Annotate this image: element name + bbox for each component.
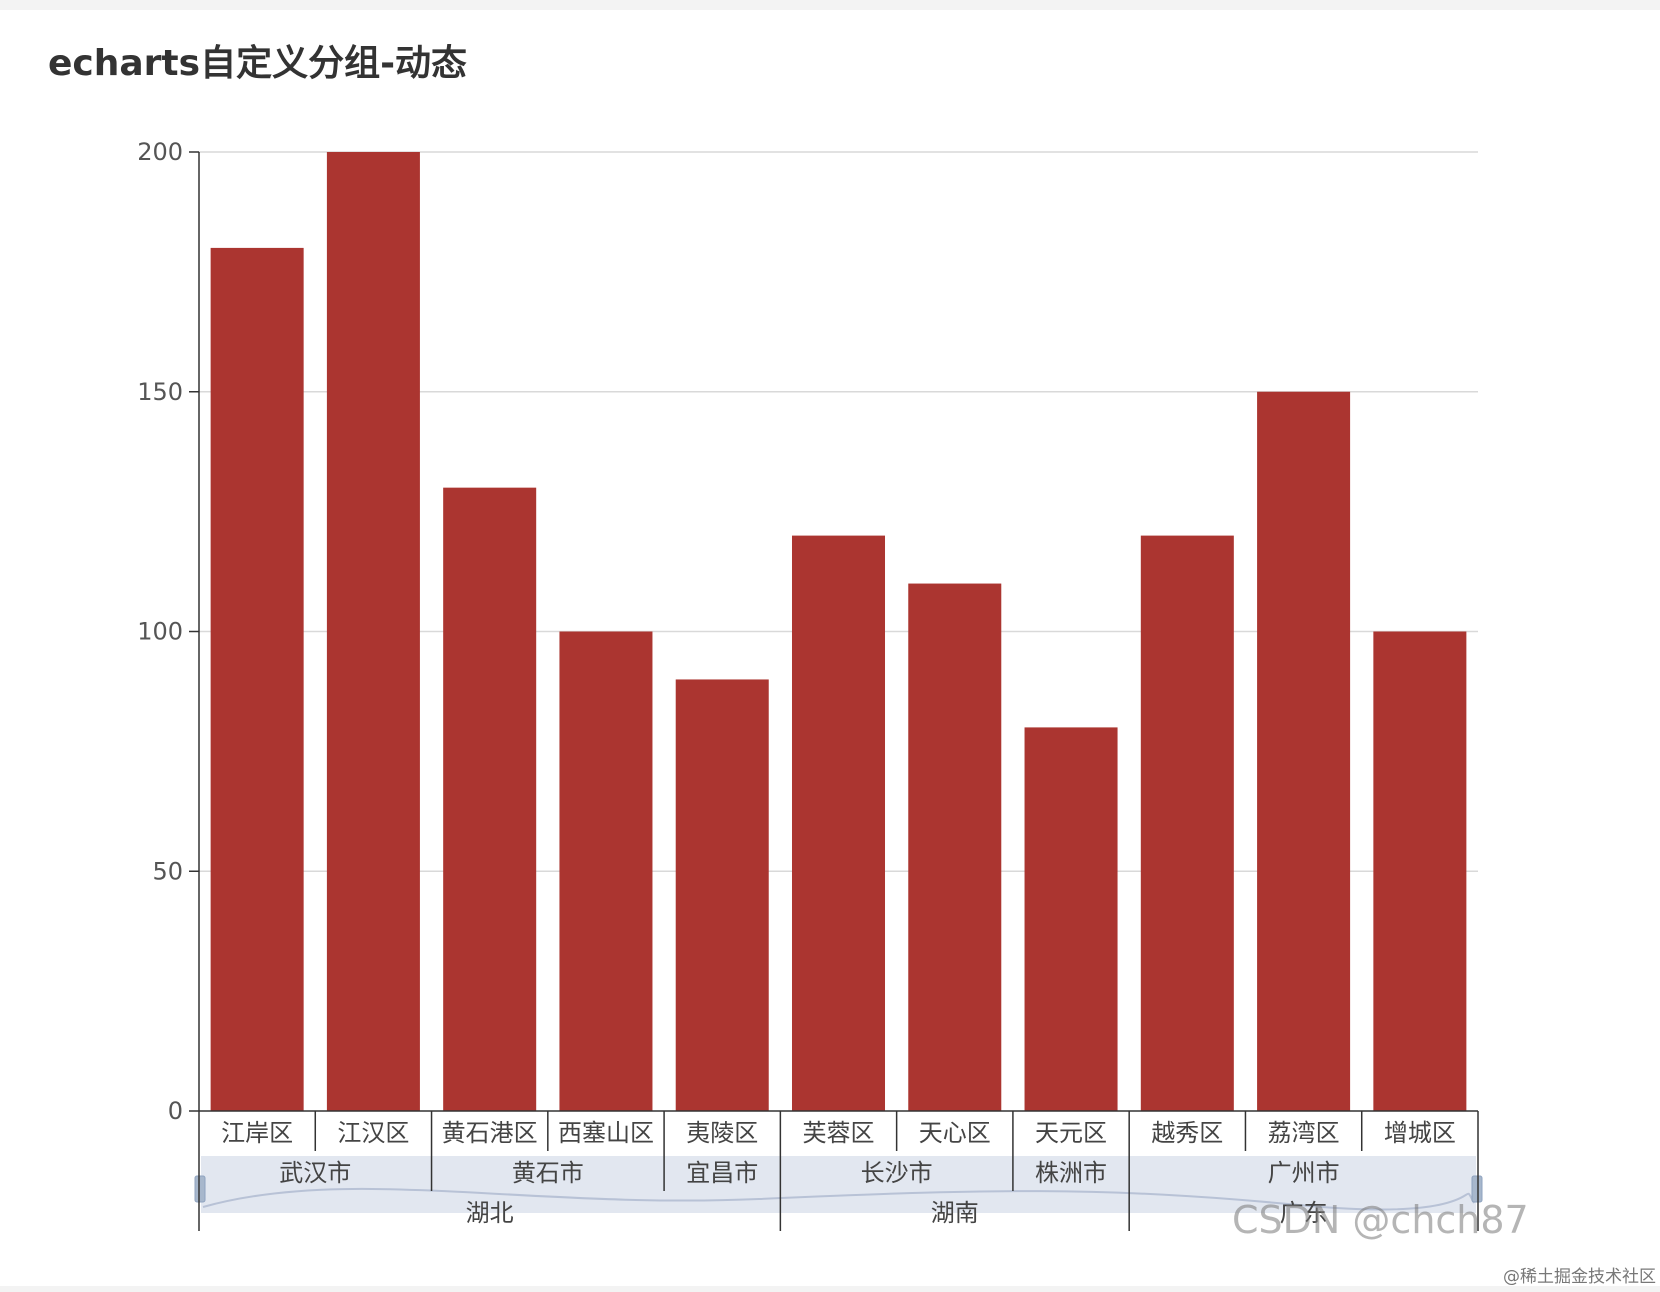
bar (1257, 391, 1351, 1111)
district-label: 芙蓉区 (803, 1119, 875, 1147)
y-tick-label: 150 (137, 378, 183, 406)
city-label: 武汉市 (279, 1159, 351, 1187)
bar (559, 631, 653, 1111)
city-label: 黄石市 (512, 1159, 584, 1187)
district-label: 增城区 (1384, 1119, 1456, 1147)
district-label: 江岸区 (221, 1119, 293, 1147)
bar (1373, 631, 1467, 1111)
bar (326, 152, 420, 1111)
district-label: 江汉区 (337, 1119, 409, 1147)
bar (443, 487, 537, 1111)
y-tick-label: 200 (137, 138, 183, 166)
city-label: 株洲市 (1035, 1159, 1107, 1187)
top-band (0, 0, 1660, 10)
y-tick-label: 50 (152, 857, 183, 885)
datazoom-handle-left (194, 1175, 206, 1203)
district-label: 西塞山区 (558, 1119, 654, 1147)
bar (908, 583, 1002, 1111)
district-label: 荔湾区 (1268, 1119, 1340, 1147)
city-label: 宜昌市 (686, 1159, 758, 1187)
bar (791, 535, 886, 1111)
district-label: 天心区 (919, 1119, 991, 1147)
bar (1140, 535, 1234, 1111)
city-label: 长沙市 (861, 1159, 933, 1187)
y-tick-label: 0 (168, 1097, 183, 1125)
bar (1024, 727, 1118, 1111)
district-label: 越秀区 (1151, 1119, 1223, 1147)
datazoom-handle-right (1471, 1175, 1483, 1203)
chart-title: echarts自定义分组-动态 (48, 43, 468, 84)
province-label: 湖南 (931, 1199, 979, 1227)
watermark: CSDN @chch87 (1232, 1198, 1529, 1242)
y-tick-label: 100 (137, 618, 183, 646)
source-credit: @稀土掘金技术社区 (1503, 1267, 1656, 1287)
city-label: 广州市 (1268, 1159, 1340, 1187)
bottom-band (0, 1286, 1660, 1292)
province-label: 湖北 (466, 1199, 514, 1227)
datazoom-shadow (202, 1187, 1475, 1211)
district-label: 天元区 (1035, 1119, 1107, 1147)
district-label: 黄石港区 (442, 1119, 538, 1147)
bar (210, 247, 304, 1111)
district-label: 夷陵区 (686, 1119, 758, 1147)
bar (675, 679, 769, 1111)
province-label: 广东 (1280, 1199, 1328, 1227)
datazoom-band (201, 1156, 1476, 1213)
